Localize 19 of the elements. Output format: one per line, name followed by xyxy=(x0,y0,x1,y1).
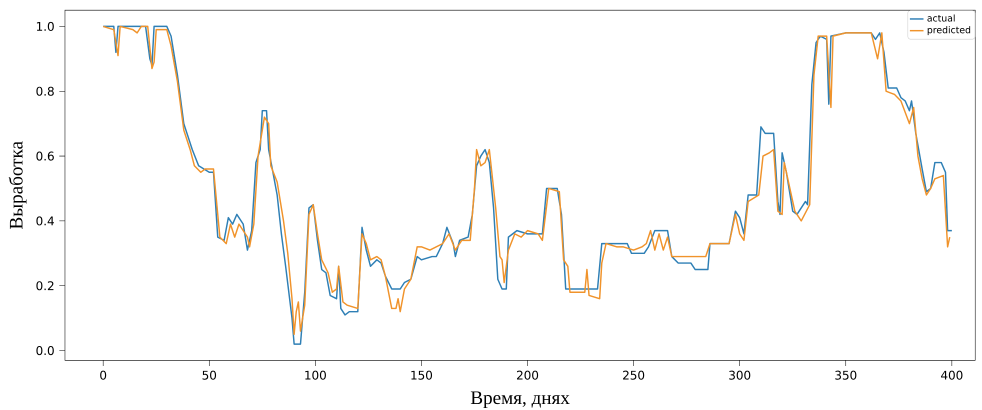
y-tick-label: 0.4 xyxy=(36,216,54,226)
y-tick-label: 0.6 xyxy=(36,151,54,161)
x-tick-label: 50 xyxy=(202,370,216,380)
legend-label: predicted xyxy=(928,26,970,36)
x-tick-label: 150 xyxy=(411,370,432,380)
x-tick-label: 250 xyxy=(623,370,644,380)
y-tick-label: 0.0 xyxy=(36,346,54,356)
x-axis-title: Время, днях xyxy=(470,391,570,408)
y-tick-label: 1.0 xyxy=(36,22,54,31)
x-tick-label: 200 xyxy=(516,370,538,380)
x-tick-label: 100 xyxy=(305,370,326,380)
legend-label: actual xyxy=(927,14,955,22)
x-tick-label: 300 xyxy=(729,370,750,380)
x-tick-label: 400 xyxy=(941,370,962,380)
x-tick-label: 0 xyxy=(100,370,106,380)
y-tick-label: 0.2 xyxy=(36,281,54,290)
y-axis-title: Выработка xyxy=(8,141,26,229)
x-tick-label: 350 xyxy=(835,370,856,380)
y-tick-label: 0.8 xyxy=(36,86,54,96)
